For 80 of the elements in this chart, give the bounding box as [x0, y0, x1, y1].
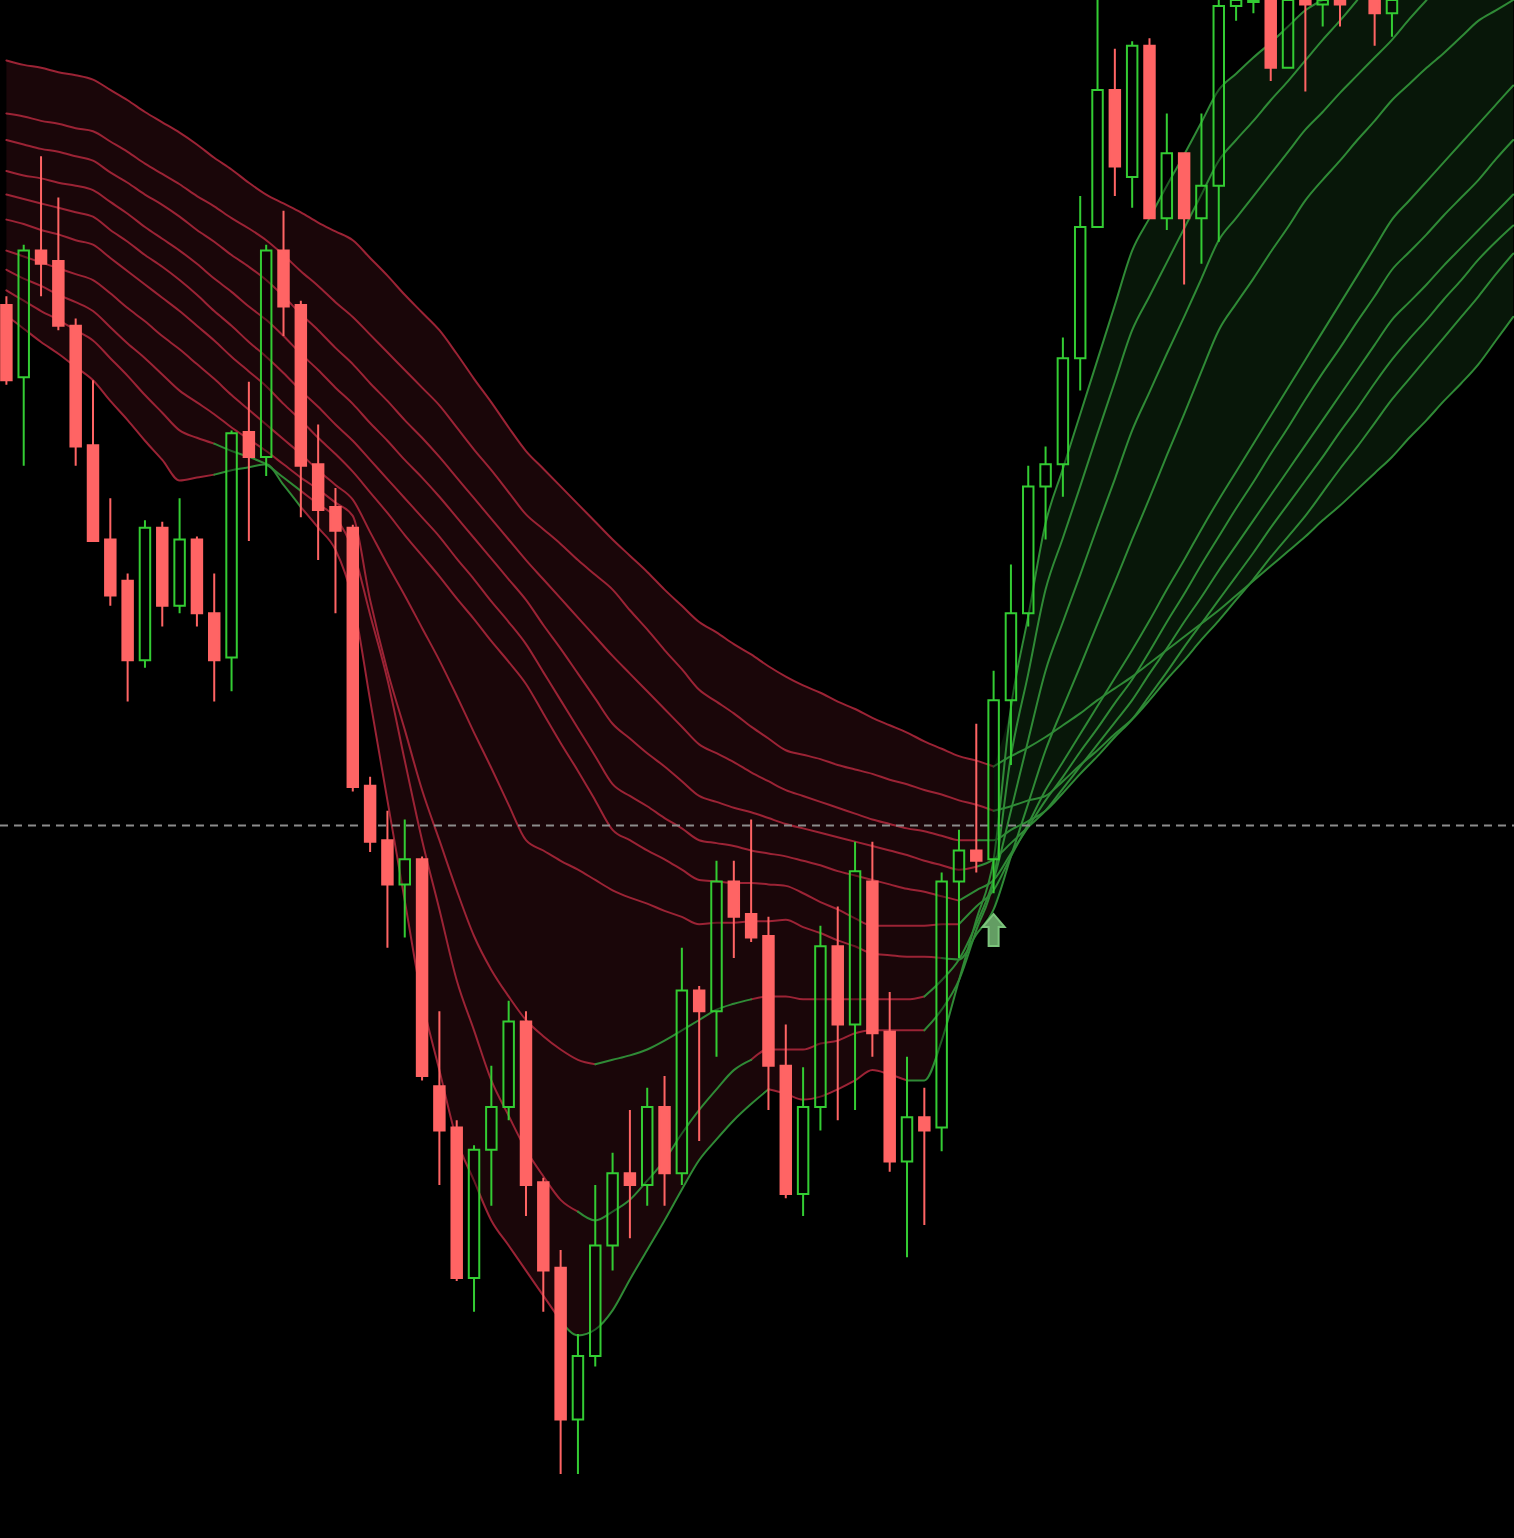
- candlestick: [190, 535, 204, 628]
- candlestick: [1229, 0, 1243, 22]
- candlestick: [1368, 0, 1381, 47]
- candlestick: [675, 946, 689, 1187]
- candlestick: [17, 243, 30, 467]
- candlestick: [1143, 37, 1156, 220]
- candlestick: [1039, 445, 1052, 541]
- candlestick: [1125, 40, 1139, 209]
- candlestick: [1056, 336, 1070, 498]
- candlestick: [415, 855, 429, 1082]
- candlestick: [1004, 563, 1018, 767]
- candlestick: [640, 1086, 654, 1207]
- candlestick: [987, 669, 1000, 895]
- candlestick: [1022, 464, 1035, 628]
- candlestick: [918, 1086, 931, 1226]
- candlestick: [156, 520, 169, 628]
- candlestick: [502, 999, 515, 1122]
- candlestick: [848, 840, 862, 1111]
- candlestick: [138, 519, 152, 669]
- candlestick: [1108, 47, 1122, 198]
- candlestick: [346, 523, 360, 793]
- candlestick: [34, 155, 48, 298]
- candlestick: [381, 809, 394, 949]
- candlestick: [69, 317, 82, 467]
- candlestick: [1212, 0, 1225, 243]
- candlestick: [796, 1066, 810, 1218]
- candlestick: [104, 497, 117, 607]
- candlestick: [952, 828, 966, 960]
- candlestick: [710, 859, 723, 1058]
- candlestick: [658, 1075, 671, 1207]
- candlestick: [537, 1176, 550, 1313]
- candlestick: [779, 1023, 793, 1200]
- candlestick: [935, 871, 948, 1153]
- candlestick: [831, 905, 844, 1122]
- candlestick: [1264, 0, 1277, 83]
- candlestick: [1195, 112, 1208, 265]
- candlestick: [467, 1144, 481, 1313]
- candlestick: [1281, 0, 1295, 69]
- candlestick: [606, 1151, 619, 1272]
- candlestick: [1177, 152, 1191, 286]
- candlestick: [744, 818, 758, 943]
- candlestick: [450, 1119, 463, 1282]
- candlestick: [866, 840, 879, 1058]
- candlestick: [0, 295, 13, 386]
- candlestick: [208, 572, 221, 703]
- candlestick: [1316, 0, 1329, 28]
- candlestick: [623, 1108, 637, 1240]
- candlestick: [1299, 0, 1312, 93]
- candlestick: [225, 429, 238, 693]
- candlestick: [121, 572, 134, 703]
- candlestick: [727, 859, 741, 960]
- candlestick: [311, 423, 325, 562]
- candlestick: [433, 1010, 446, 1187]
- candlestick: [519, 1010, 533, 1218]
- candlestick: [277, 209, 290, 338]
- candlestick: [1385, 0, 1399, 38]
- candlestick: [242, 380, 256, 542]
- candlestick: [86, 379, 100, 542]
- candlestick: [1160, 112, 1174, 231]
- candlestick: [52, 196, 65, 332]
- candlestick: [571, 1332, 585, 1475]
- candlestick: [900, 1055, 914, 1259]
- candlestick: [970, 722, 983, 874]
- candlestick: [294, 299, 308, 519]
- candlestick: [554, 1248, 567, 1475]
- candlestick: [173, 497, 186, 615]
- candlestick: [398, 818, 411, 939]
- candlestick: [329, 486, 342, 615]
- candlestick: [485, 1064, 498, 1207]
- candlestick: [363, 775, 377, 853]
- candlestick: [762, 915, 775, 1111]
- candlestick: [883, 991, 896, 1173]
- candlestick: [1333, 0, 1347, 28]
- candlestick: [589, 1184, 602, 1368]
- candlestick: [1091, 0, 1104, 228]
- candlestick: [259, 243, 273, 478]
- candlestick: [814, 924, 827, 1132]
- candlestick: [692, 985, 706, 1142]
- candlestick: [1247, 0, 1260, 15]
- candlestick: [1073, 195, 1087, 392]
